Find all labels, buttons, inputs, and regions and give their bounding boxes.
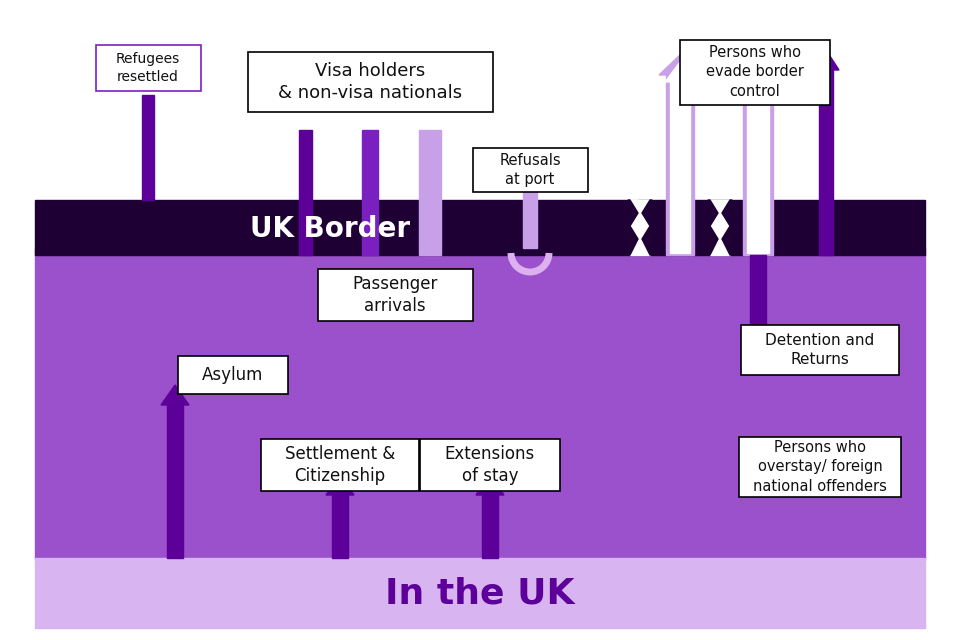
Bar — [362, 130, 378, 255]
Bar — [482, 495, 498, 558]
Text: Settlement &
Citizenship: Settlement & Citizenship — [285, 445, 396, 486]
FancyBboxPatch shape — [261, 439, 419, 491]
Bar — [666, 75, 694, 255]
FancyBboxPatch shape — [680, 40, 830, 104]
FancyBboxPatch shape — [739, 437, 901, 497]
FancyBboxPatch shape — [741, 325, 899, 375]
Text: In the UK: In the UK — [385, 576, 575, 610]
Bar — [710, 200, 730, 255]
Polygon shape — [722, 200, 732, 255]
Text: Persons who
evade border
control: Persons who evade border control — [706, 45, 804, 99]
Bar — [750, 255, 766, 335]
Polygon shape — [326, 475, 354, 495]
Polygon shape — [630, 200, 646, 255]
FancyBboxPatch shape — [472, 148, 588, 192]
Polygon shape — [161, 385, 189, 405]
Bar — [332, 495, 348, 558]
Bar — [167, 405, 183, 558]
Bar — [747, 78, 769, 253]
FancyBboxPatch shape — [248, 52, 492, 112]
Text: UK Border: UK Border — [250, 215, 410, 243]
Bar — [35, 558, 925, 628]
Polygon shape — [708, 200, 718, 255]
Text: Refugees
resettled: Refugees resettled — [116, 52, 180, 84]
Text: Asylum: Asylum — [203, 366, 264, 384]
Bar — [35, 248, 925, 560]
Bar — [142, 95, 154, 200]
Polygon shape — [813, 50, 839, 70]
Bar — [670, 82, 690, 253]
Polygon shape — [659, 55, 701, 75]
Polygon shape — [476, 475, 504, 495]
Text: Detention and
Returns: Detention and Returns — [765, 333, 875, 367]
Polygon shape — [628, 200, 638, 255]
FancyBboxPatch shape — [318, 269, 472, 321]
Bar — [419, 130, 441, 255]
Polygon shape — [736, 50, 780, 70]
FancyBboxPatch shape — [178, 356, 288, 394]
Text: Persons who
overstay/ foreign
national offenders: Persons who overstay/ foreign national o… — [753, 440, 887, 493]
Bar — [523, 175, 537, 248]
Text: Refusals
at port: Refusals at port — [499, 153, 561, 187]
Text: Visa holders
& non-visa nationals: Visa holders & non-visa nationals — [278, 61, 462, 102]
Polygon shape — [665, 62, 695, 82]
Bar — [743, 70, 773, 255]
Polygon shape — [642, 200, 652, 255]
FancyBboxPatch shape — [95, 45, 201, 91]
Bar — [299, 130, 311, 255]
FancyBboxPatch shape — [420, 439, 560, 491]
Polygon shape — [743, 335, 773, 355]
Text: Passenger
arrivals: Passenger arrivals — [352, 275, 438, 316]
Polygon shape — [742, 58, 774, 78]
Bar — [35, 200, 925, 255]
Text: Extensions
of stay: Extensions of stay — [444, 445, 535, 486]
Bar — [819, 70, 833, 255]
Polygon shape — [517, 155, 543, 175]
Bar — [630, 200, 650, 255]
